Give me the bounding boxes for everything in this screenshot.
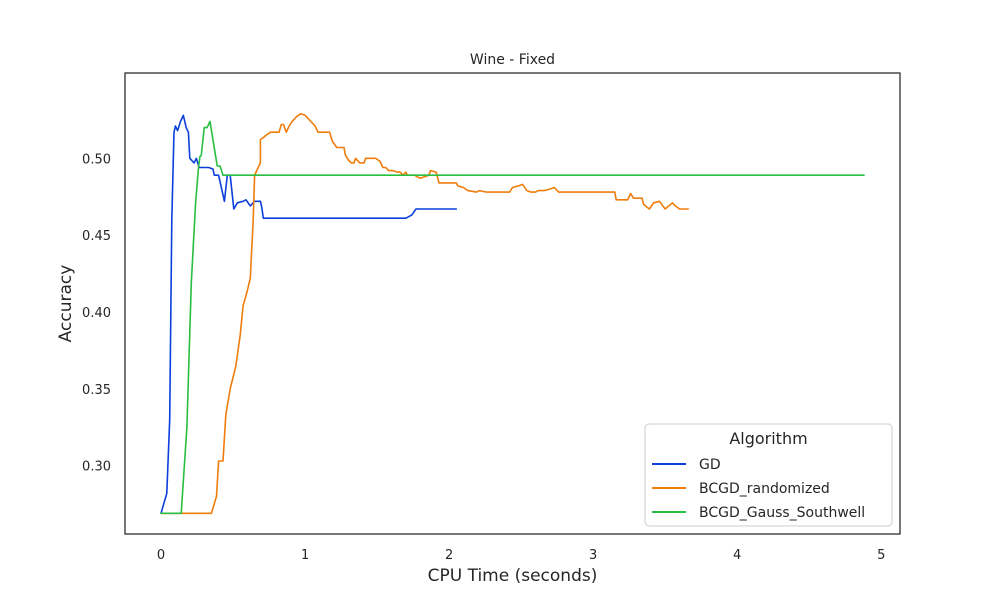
series-line-bcgd-randomized [160, 112, 689, 515]
plot-frame [124, 72, 901, 535]
y-tick-label: 0.40 [82, 306, 111, 321]
chart-title: Wine - Fixed [470, 52, 555, 68]
x-tick-label: 3 [589, 548, 597, 563]
y-axis-label: Accuracy [56, 265, 76, 343]
y-tick-label: 0.30 [82, 460, 111, 475]
y-tick-label: 0.35 [82, 383, 111, 398]
series-line-gd [160, 114, 458, 515]
x-tick-label: 2 [445, 548, 453, 563]
x-tick-label: 0 [157, 548, 165, 563]
legend-label: GD [699, 457, 721, 473]
legend-label: BCGD_randomized [699, 481, 830, 497]
plot-lines [160, 112, 865, 515]
x-tick-label: 1 [301, 548, 309, 563]
legend: Algorithm GD BCGD_randomized BCGD_Gauss_So… [644, 423, 893, 527]
x-tick-label: 4 [733, 548, 741, 563]
legend-title: Algorithm [729, 429, 807, 448]
x-axis-label: CPU Time (seconds) [428, 566, 598, 586]
legend-box [644, 423, 893, 527]
y-tick-label: 0.45 [82, 229, 111, 244]
legend-items: GD BCGD_randomized BCGD_Gauss_Southwell [652, 457, 865, 521]
x-axis-ticks: 0 1 2 3 4 5 [157, 548, 886, 563]
legend-label: BCGD_Gauss_Southwell [699, 505, 865, 521]
x-tick-label: 5 [877, 548, 885, 563]
y-tick-label: 0.50 [82, 152, 111, 167]
series-line-bcgd-gauss-southwell [160, 120, 865, 515]
y-axis-ticks: 0.30 0.35 0.40 0.45 0.50 [82, 152, 111, 474]
